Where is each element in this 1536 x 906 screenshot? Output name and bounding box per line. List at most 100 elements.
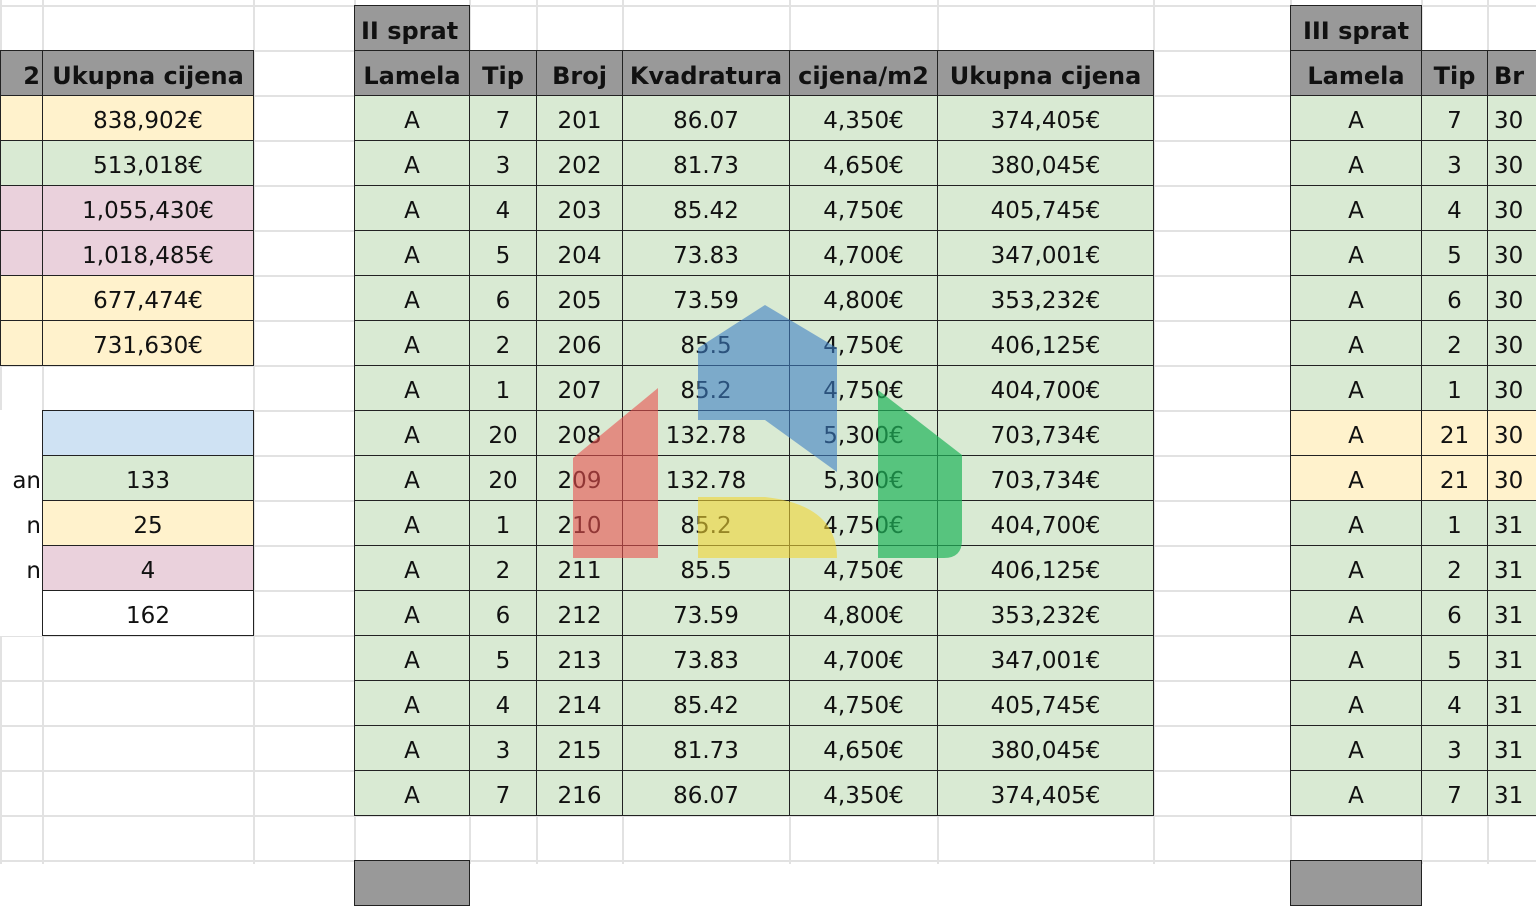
table-cell[interactable]: A — [1290, 95, 1422, 141]
header-cell[interactable]: Tip — [469, 50, 537, 96]
table-cell[interactable]: 208 — [536, 410, 623, 456]
table-cell[interactable]: 20 — [469, 455, 537, 501]
table-cell[interactable]: A — [1290, 725, 1422, 771]
summary-value[interactable]: 4 — [42, 545, 254, 591]
table-cell[interactable]: 21 — [1421, 410, 1488, 456]
table-cell[interactable]: 213 — [536, 635, 623, 681]
table-cell[interactable]: 31 — [1487, 725, 1536, 771]
header-cell[interactable]: Tip — [1421, 50, 1488, 96]
summary-value[interactable]: 133 — [42, 455, 254, 501]
table-cell[interactable]: 4,350€ — [789, 770, 938, 816]
table-cell[interactable]: 210 — [536, 500, 623, 546]
table-cell[interactable]: 30 — [1487, 185, 1536, 231]
table-cell[interactable]: A — [1290, 590, 1422, 636]
summary-value[interactable]: 25 — [42, 500, 254, 546]
table-cell[interactable]: 5 — [1421, 230, 1488, 276]
summary-label[interactable]: n — [0, 500, 43, 546]
table-cell[interactable]: 86.07 — [622, 95, 790, 141]
table-cell[interactable]: A — [1290, 185, 1422, 231]
table-cell[interactable]: 4,750€ — [789, 500, 938, 546]
table-cell[interactable]: A — [354, 725, 470, 771]
table-cell[interactable]: 1 — [469, 500, 537, 546]
cell[interactable] — [0, 320, 43, 366]
table-cell[interactable]: A — [1290, 680, 1422, 726]
table-cell[interactable]: A — [1290, 635, 1422, 681]
table-cell[interactable]: 2 — [469, 545, 537, 591]
table-cell[interactable]: 3 — [1421, 140, 1488, 186]
table-cell[interactable]: 4,750€ — [789, 545, 938, 591]
summary-label[interactable]: an — [0, 455, 43, 501]
table-cell[interactable]: 216 — [536, 770, 623, 816]
total-price-cell[interactable]: 1,018,485€ — [42, 230, 254, 276]
table-cell[interactable]: 1 — [1421, 365, 1488, 411]
header-cell[interactable]: Br — [1487, 50, 1536, 96]
next-table-header[interactable] — [354, 860, 470, 906]
table-cell[interactable]: 21 — [1421, 455, 1488, 501]
table-cell[interactable]: A — [354, 590, 470, 636]
table-cell[interactable]: A — [354, 275, 470, 321]
table-cell[interactable]: 380,045€ — [937, 140, 1154, 186]
table-cell[interactable]: 405,745€ — [937, 185, 1154, 231]
table-cell[interactable]: 3 — [469, 140, 537, 186]
table-cell[interactable]: 353,232€ — [937, 590, 1154, 636]
table-cell[interactable]: 4 — [469, 680, 537, 726]
table-cell[interactable]: 132.78 — [622, 455, 790, 501]
table-cell[interactable]: 5,300€ — [789, 455, 938, 501]
table-cell[interactable]: 1 — [469, 365, 537, 411]
table-cell[interactable]: 73.59 — [622, 275, 790, 321]
total-price-cell[interactable]: 838,902€ — [42, 95, 254, 141]
table-cell[interactable]: A — [1290, 770, 1422, 816]
table-cell[interactable]: 5 — [469, 230, 537, 276]
table-cell[interactable]: A — [354, 500, 470, 546]
table-cell[interactable]: 3 — [1421, 725, 1488, 771]
table-cell[interactable]: 406,125€ — [937, 320, 1154, 366]
table-cell[interactable]: 201 — [536, 95, 623, 141]
table-cell[interactable]: 347,001€ — [937, 635, 1154, 681]
table-cell[interactable]: A — [1290, 320, 1422, 366]
summary-label[interactable] — [0, 410, 43, 456]
table-cell[interactable]: 703,734€ — [937, 455, 1154, 501]
table-cell[interactable]: 6 — [469, 590, 537, 636]
table-cell[interactable]: 4,700€ — [789, 635, 938, 681]
table-cell[interactable]: A — [354, 185, 470, 231]
table-cell[interactable]: A — [354, 680, 470, 726]
cell[interactable] — [0, 140, 43, 186]
table-cell[interactable]: 85.2 — [622, 500, 790, 546]
table-cell[interactable]: 2 — [1421, 545, 1488, 591]
header-cell[interactable]: Broj — [536, 50, 623, 96]
table-cell[interactable]: 4,750€ — [789, 320, 938, 366]
table-cell[interactable]: 30 — [1487, 140, 1536, 186]
header-ukupna-cijena[interactable]: Ukupna cijena — [42, 50, 254, 96]
table-cell[interactable]: 132.78 — [622, 410, 790, 456]
floor2-title[interactable]: II sprat — [354, 5, 470, 51]
header-cell[interactable]: Kvadratura — [622, 50, 790, 96]
table-cell[interactable]: A — [354, 635, 470, 681]
table-cell[interactable]: 353,232€ — [937, 275, 1154, 321]
table-cell[interactable]: 4,700€ — [789, 230, 938, 276]
table-cell[interactable]: 4,650€ — [789, 140, 938, 186]
table-cell[interactable]: 30 — [1487, 365, 1536, 411]
table-cell[interactable]: 31 — [1487, 545, 1536, 591]
table-cell[interactable]: A — [1290, 410, 1422, 456]
table-cell[interactable]: 380,045€ — [937, 725, 1154, 771]
table-cell[interactable]: 374,405€ — [937, 95, 1154, 141]
table-cell[interactable]: 404,700€ — [937, 500, 1154, 546]
table-cell[interactable]: 31 — [1487, 590, 1536, 636]
table-cell[interactable]: 4,750€ — [789, 680, 938, 726]
table-cell[interactable]: A — [1290, 230, 1422, 276]
table-cell[interactable]: 6 — [469, 275, 537, 321]
table-cell[interactable]: 4,650€ — [789, 725, 938, 771]
table-cell[interactable]: 4,750€ — [789, 365, 938, 411]
table-cell[interactable]: 4 — [469, 185, 537, 231]
table-cell[interactable]: 374,405€ — [937, 770, 1154, 816]
table-cell[interactable]: 5,300€ — [789, 410, 938, 456]
table-cell[interactable]: 31 — [1487, 680, 1536, 726]
table-cell[interactable]: 85.42 — [622, 185, 790, 231]
table-cell[interactable]: 4 — [1421, 185, 1488, 231]
table-cell[interactable]: 703,734€ — [937, 410, 1154, 456]
table-cell[interactable]: 4,350€ — [789, 95, 938, 141]
table-cell[interactable]: A — [1290, 365, 1422, 411]
table-cell[interactable]: A — [354, 140, 470, 186]
total-price-cell[interactable]: 513,018€ — [42, 140, 254, 186]
table-cell[interactable]: 31 — [1487, 500, 1536, 546]
